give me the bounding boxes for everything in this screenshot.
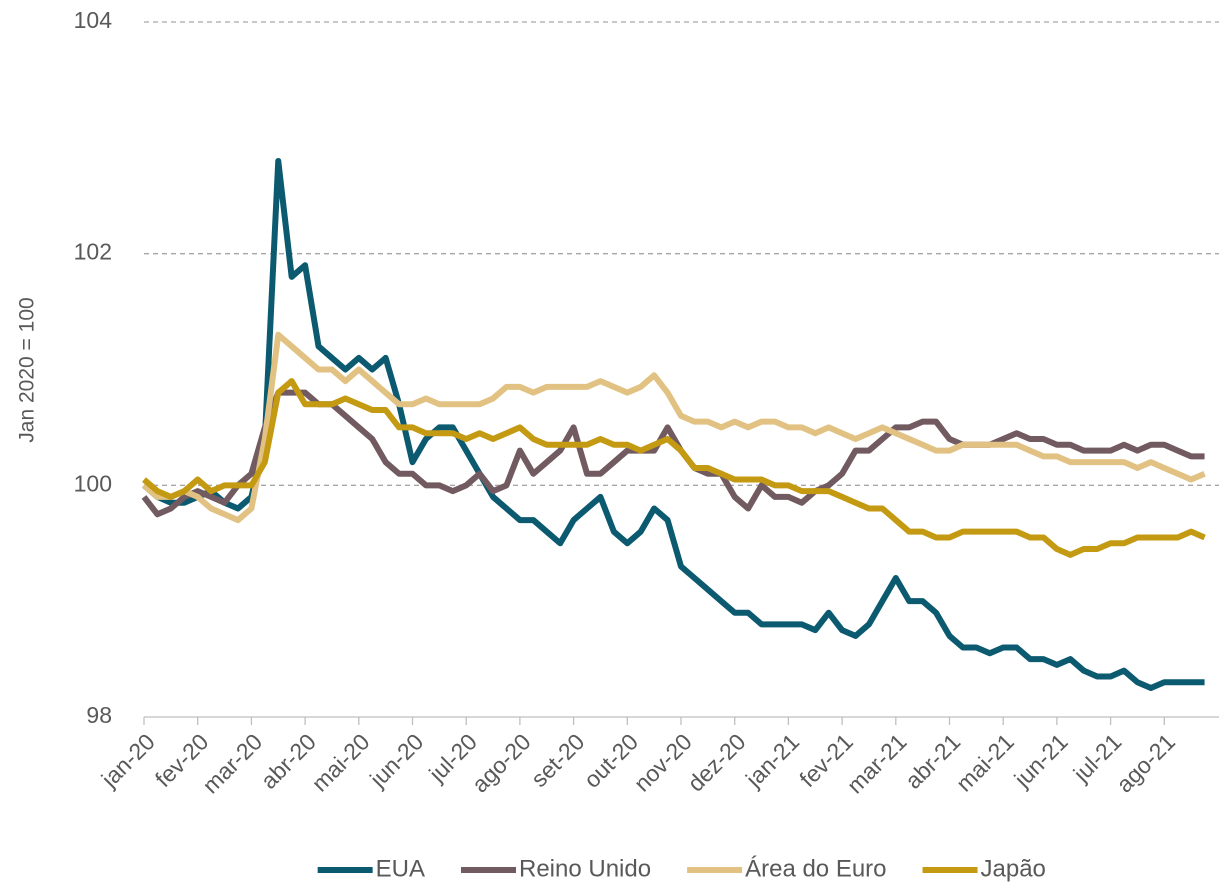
- x-tick-label: ago-20: [467, 728, 536, 797]
- y-axis-label: Jan 2020 = 100: [16, 297, 39, 442]
- x-tick-label: jun-21: [1008, 728, 1072, 792]
- x-tick-label: mar-20: [197, 728, 267, 798]
- x-tick-label: nov-20: [629, 728, 697, 796]
- x-tick-label: mai-20: [307, 728, 375, 796]
- y-tick-label: 100: [74, 470, 112, 496]
- y-tick-label: 102: [74, 239, 112, 265]
- legend-label: Japão: [981, 855, 1046, 882]
- line-series: [142, 331, 1206, 524]
- x-tick-label: dez-20: [682, 728, 750, 796]
- legend-label: Reino Unido: [519, 855, 651, 882]
- x-tick-label: set-20: [526, 728, 590, 792]
- x-tick-label: jan-21: [740, 728, 804, 792]
- line-series: [142, 158, 1205, 692]
- legend-label: Área do Euro: [745, 855, 886, 882]
- x-tick-label: mai-21: [951, 728, 1019, 796]
- x-tick-label: ago-21: [1111, 728, 1180, 797]
- line-series: [142, 378, 1206, 558]
- y-tick-label: 104: [74, 7, 113, 33]
- legend-label: EUA: [376, 855, 425, 882]
- x-tick-label: jun-20: [364, 728, 428, 792]
- x-tick-label: jan-20: [96, 728, 160, 792]
- y-tick-label: 98: [86, 702, 112, 728]
- x-tick-label: mar-21: [842, 728, 912, 798]
